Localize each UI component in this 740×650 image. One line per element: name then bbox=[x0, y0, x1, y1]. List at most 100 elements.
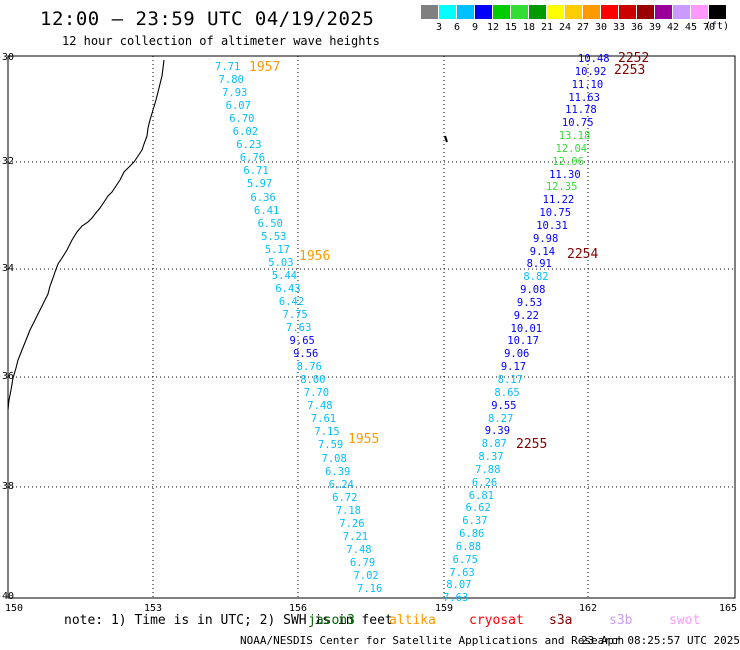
latitude-label: -40 bbox=[0, 591, 15, 602]
wave-height-value: 9.39 bbox=[484, 425, 511, 438]
wave-height-value: 5.17 bbox=[264, 243, 290, 256]
wave-height-value: 6.70 bbox=[229, 113, 255, 126]
wave-height-value: 10.17 bbox=[507, 335, 539, 348]
wave-height-value: 8.37 bbox=[478, 451, 504, 464]
wave-height-value: 6.42 bbox=[278, 295, 305, 308]
wave-height-value: 6.50 bbox=[257, 217, 283, 230]
map-title: 12:00 – 23:59 UTC 04/19/2025 bbox=[40, 8, 375, 30]
wave-height-value: 8.87 bbox=[481, 438, 507, 451]
footer-date: 23 Apr 08:25:57 UTC 2025 bbox=[581, 634, 740, 647]
pass-time-label: 1955 bbox=[348, 432, 380, 447]
longitude-label: 165 bbox=[718, 603, 738, 614]
color-swatch bbox=[421, 5, 438, 19]
latitude-label: -34 bbox=[0, 263, 15, 274]
wave-height-value: 9.56 bbox=[293, 348, 319, 361]
color-scale-label: 70 bbox=[702, 22, 716, 33]
wave-height-value: 11.30 bbox=[549, 168, 581, 181]
satellite-legend-item: cryosat bbox=[469, 613, 524, 628]
color-scale-label: 27 bbox=[576, 22, 590, 33]
color-scale-label: 12 bbox=[486, 22, 500, 33]
island-marker bbox=[444, 135, 448, 143]
longitude-label: 153 bbox=[143, 603, 163, 614]
wave-height-value: 8.07 bbox=[446, 579, 472, 592]
wave-height-value: 10.01 bbox=[510, 322, 543, 335]
satellite-legend-item: swot bbox=[669, 613, 701, 628]
wave-height-value: 12.35 bbox=[545, 181, 578, 194]
wave-height-value: 6.02 bbox=[232, 126, 259, 139]
wave-height-value: 9.98 bbox=[533, 232, 559, 245]
wave-height-value: 7.59 bbox=[317, 439, 344, 452]
wave-height-value: 6.24 bbox=[328, 478, 354, 491]
wave-height-value: 9.14 bbox=[529, 245, 556, 258]
satellite-legend-item: s3a bbox=[549, 613, 573, 628]
color-scale-label: 30 bbox=[594, 22, 608, 33]
wave-height-value: 6.79 bbox=[349, 556, 376, 569]
color-swatch bbox=[709, 5, 726, 19]
color-scale-label: 45 bbox=[684, 22, 698, 33]
color-swatch bbox=[439, 5, 456, 19]
wave-height-value: 6.72 bbox=[332, 491, 358, 504]
note-text: note: 1) Time is in UTC; 2) SWH is in fe… bbox=[64, 613, 393, 628]
wave-height-value: 7.02 bbox=[353, 569, 379, 582]
color-scale-label: 3 bbox=[435, 22, 443, 33]
wave-height-value: 5.97 bbox=[246, 178, 273, 191]
latitude-label: -30 bbox=[0, 52, 15, 63]
color-swatch bbox=[511, 5, 528, 19]
color-swatch bbox=[691, 5, 708, 19]
wave-height-value: 7.93 bbox=[222, 87, 248, 100]
wave-height-value: 12.04 bbox=[555, 142, 588, 155]
footer-credit: NOAA/NESDIS Center for Satellite Applica… bbox=[240, 634, 625, 647]
wave-height-value: 7.16 bbox=[357, 583, 383, 595]
wave-height-value: 8.27 bbox=[488, 412, 514, 425]
wave-height-value: 6.36 bbox=[250, 191, 276, 204]
wave-height-value: 6.23 bbox=[236, 139, 262, 152]
wave-height-value: 9.53 bbox=[516, 296, 543, 309]
color-scale-label: 42 bbox=[666, 22, 680, 33]
wave-height-value: 10.75 bbox=[561, 117, 594, 130]
color-scale-label: 18 bbox=[522, 22, 536, 33]
wave-height-value: 7.18 bbox=[335, 504, 361, 517]
wave-height-value: 8.82 bbox=[523, 271, 549, 284]
color-swatch bbox=[637, 5, 654, 19]
wave-height-value: 7.48 bbox=[346, 543, 372, 556]
wave-height-value: 7.80 bbox=[218, 74, 244, 87]
wave-height-value: 10.75 bbox=[539, 207, 572, 220]
wave-height-value: 6.86 bbox=[459, 528, 485, 541]
longitude-label: 150 bbox=[4, 603, 24, 614]
color-scale-label: 33 bbox=[612, 22, 626, 33]
wave-height-value: 9.06 bbox=[504, 348, 530, 361]
map-subtitle: 12 hour collection of altimeter wave hei… bbox=[62, 34, 380, 48]
wave-height-value: 6.76 bbox=[239, 152, 266, 165]
color-swatch bbox=[655, 5, 672, 19]
wave-height-value: 5.44 bbox=[271, 269, 298, 282]
graticule bbox=[8, 56, 735, 598]
color-scale-label: 15 bbox=[504, 22, 518, 33]
latitude-label: -32 bbox=[0, 156, 15, 167]
longitude-label: 159 bbox=[434, 603, 454, 614]
wave-height-value: 9.08 bbox=[520, 284, 546, 297]
color-scale-label: 36 bbox=[630, 22, 644, 33]
wave-height-value: 8.65 bbox=[494, 386, 520, 399]
satellite-legend-item: s3b bbox=[609, 613, 633, 628]
color-swatch bbox=[565, 5, 582, 19]
wave-height-value: 7.63 bbox=[443, 592, 469, 605]
wave-height-value: 8.00 bbox=[300, 374, 326, 387]
color-swatch bbox=[493, 5, 510, 19]
wave-height-value: 11.78 bbox=[565, 104, 597, 117]
wave-height-value: 7.75 bbox=[282, 308, 308, 321]
wave-height-value: 6.81 bbox=[468, 489, 494, 502]
wave-height-value: 7.63 bbox=[449, 566, 475, 579]
color-swatch bbox=[583, 5, 600, 19]
wave-height-value: 11.22 bbox=[542, 194, 575, 207]
wave-height-value: 6.39 bbox=[325, 465, 351, 478]
wave-height-value: 6.75 bbox=[452, 553, 478, 566]
wave-height-value: 13.18 bbox=[558, 130, 591, 143]
pass-time-label: 2252 bbox=[618, 51, 650, 66]
wave-height-value: 10.31 bbox=[536, 219, 568, 232]
latitude-label: -38 bbox=[0, 481, 15, 492]
wave-height-value: 6.88 bbox=[455, 540, 482, 553]
latitude-label: -36 bbox=[0, 371, 15, 382]
wave-height-value: 7.61 bbox=[310, 413, 337, 426]
satellite-legend-item: jason3 bbox=[308, 613, 355, 628]
